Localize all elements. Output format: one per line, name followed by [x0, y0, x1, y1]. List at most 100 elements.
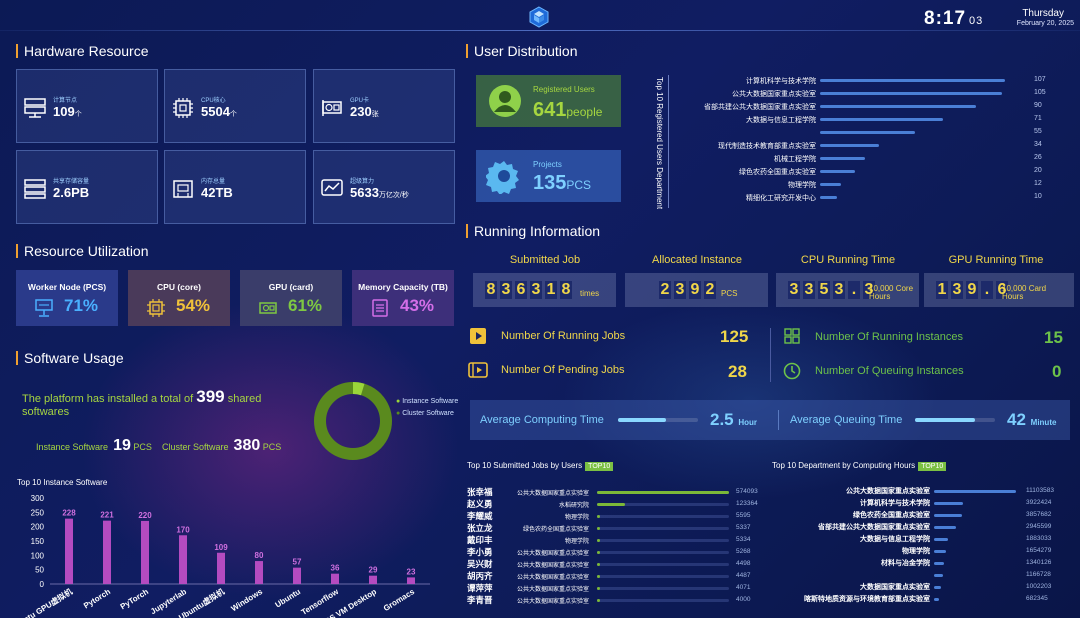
- job-user-dept: 物理学院: [564, 539, 589, 545]
- job-bar: [597, 563, 600, 566]
- job-bar: [597, 599, 600, 602]
- digit: 1: [545, 281, 557, 299]
- hardware-title: Hardware Resource: [16, 44, 149, 58]
- running-instances-value: 15: [1044, 328, 1063, 347]
- job-bar: [597, 503, 626, 506]
- job-bar-track: [597, 587, 729, 590]
- job-bar: [597, 527, 600, 530]
- instance-software-count: Instance Software 19 PCS: [36, 437, 152, 455]
- software-intro-pre: The platform has installed a total of: [22, 393, 197, 405]
- utilization-label: GPU (card): [268, 282, 314, 292]
- running-instances-label: Number Of Running Instances: [815, 331, 963, 343]
- job-bar-track: [597, 515, 729, 518]
- queuing-instances-value: 0: [1052, 362, 1062, 381]
- y-tick-label: 150: [31, 537, 45, 546]
- job-user-name: 李耀威: [467, 511, 493, 521]
- cluster-software-value: 380: [233, 437, 261, 454]
- counter-unit: times: [580, 289, 600, 298]
- job-bar: [597, 551, 600, 554]
- legend-instance-label: Instance Software: [402, 398, 459, 405]
- job-count: 4071: [736, 584, 751, 591]
- department-label: 公共大数据国家重点实验室: [732, 91, 816, 98]
- department-label: 现代制造技术教育部重点实验室: [718, 143, 816, 150]
- hardware-card-label: 内存总量: [201, 179, 226, 185]
- running-divider: [770, 328, 771, 382]
- job-user-dept: 公共大数据国家重点实验室: [516, 575, 589, 581]
- pending-jobs-value: 28: [728, 362, 747, 381]
- counter-label: Allocated Instance: [652, 254, 742, 266]
- donut-slice-instance: [314, 382, 392, 460]
- hardware-card-unit: 万亿次/秒: [378, 192, 409, 199]
- bar-value-label: 220: [138, 511, 152, 520]
- job-bar-track: [597, 503, 729, 506]
- avg-queuing-track: [915, 418, 995, 422]
- registered-users-card: Registered Users 641people: [476, 75, 621, 127]
- job-bar: [597, 515, 600, 518]
- department-value: 10: [1034, 193, 1042, 200]
- dept-hours-name: 喀斯特地质资源与环境教育部重点实验室: [804, 596, 930, 603]
- avg-queuing-number: 42: [1007, 410, 1026, 429]
- queuing-instances-label: Number Of Queuing Instances: [815, 365, 964, 377]
- dept-hours-bar: [934, 562, 944, 565]
- bar: [179, 535, 187, 584]
- bar: [217, 552, 225, 584]
- cpu-icon: [173, 98, 193, 118]
- digit: .: [848, 281, 860, 299]
- job-user-dept: 物理学院: [564, 515, 589, 521]
- department-bar: [820, 196, 838, 199]
- counter-label: CPU Running Time: [800, 254, 896, 266]
- hardware-card-unit: 张: [371, 111, 379, 118]
- job-user-dept: 公共大数据国家重点实验室: [516, 587, 589, 593]
- hardware-card: CPU核心 5504个: [164, 69, 306, 143]
- storage-icon: [24, 179, 46, 199]
- bar-value-label: 221: [100, 511, 114, 520]
- donut-legend: ● Instance Software ● Cluster Software: [396, 398, 458, 418]
- software-title: Software Usage: [16, 351, 124, 365]
- instance-software-unit: PCS: [133, 442, 152, 452]
- digit: 8: [560, 281, 572, 299]
- avg-queuing-unit: Minute: [1030, 418, 1057, 427]
- dept-hours-value: 682345: [1026, 595, 1048, 602]
- dept-hours-bar: [934, 598, 940, 601]
- film-icon: [468, 362, 488, 378]
- dept-hours-value: 1166728: [1026, 571, 1051, 578]
- department-bar: [820, 183, 841, 186]
- hardware-card-value: 2.6PB: [53, 185, 89, 200]
- bar: [65, 518, 73, 584]
- bar: [255, 561, 263, 584]
- memory-icon: [173, 180, 193, 198]
- bar-value-label: 228: [62, 509, 76, 518]
- job-user-dept: 公共大数据国家重点实验室: [516, 563, 589, 569]
- job-bar: [597, 491, 729, 494]
- clock-time: 8:17: [924, 8, 967, 29]
- job-user-name: 戴印丰: [467, 535, 493, 545]
- dept-hours-value: 1883033: [1026, 535, 1052, 542]
- digit: 3: [788, 281, 800, 299]
- clock: 8:17 03: [924, 8, 983, 30]
- top-depts-title-text: Top 10 Department by Computing Hours: [772, 461, 916, 470]
- instance-chart-title: Top 10 Instance Software: [17, 478, 108, 487]
- department-label: 物理学院: [788, 182, 816, 189]
- bar-value-label: 170: [176, 525, 190, 534]
- utilization-card: CPU (core) 54%: [128, 270, 230, 326]
- legend-instance: ● Instance Software: [396, 398, 459, 405]
- job-count: 4000: [736, 596, 751, 603]
- avg-computing-track: [618, 418, 698, 422]
- utilization-value: 54%: [176, 296, 211, 315]
- y-tick-label: 0: [40, 580, 45, 589]
- bar: [141, 520, 149, 584]
- cluster-software-count: Cluster Software 380 PCS: [162, 437, 281, 455]
- job-bar-track: [597, 575, 729, 578]
- job-bar: [597, 587, 600, 590]
- dept-hours-value: 2945599: [1026, 523, 1052, 530]
- hardware-card-number: 42TB: [201, 185, 233, 200]
- dept-hours-bar: [934, 526, 956, 529]
- job-count: 574093: [736, 488, 758, 495]
- job-user-name: 张立龙: [467, 523, 493, 533]
- avg-computing-label: Average Computing Time: [480, 414, 604, 426]
- department-bar: [820, 144, 879, 147]
- department-bar: [820, 105, 976, 108]
- bar-value-label: 29: [369, 566, 378, 575]
